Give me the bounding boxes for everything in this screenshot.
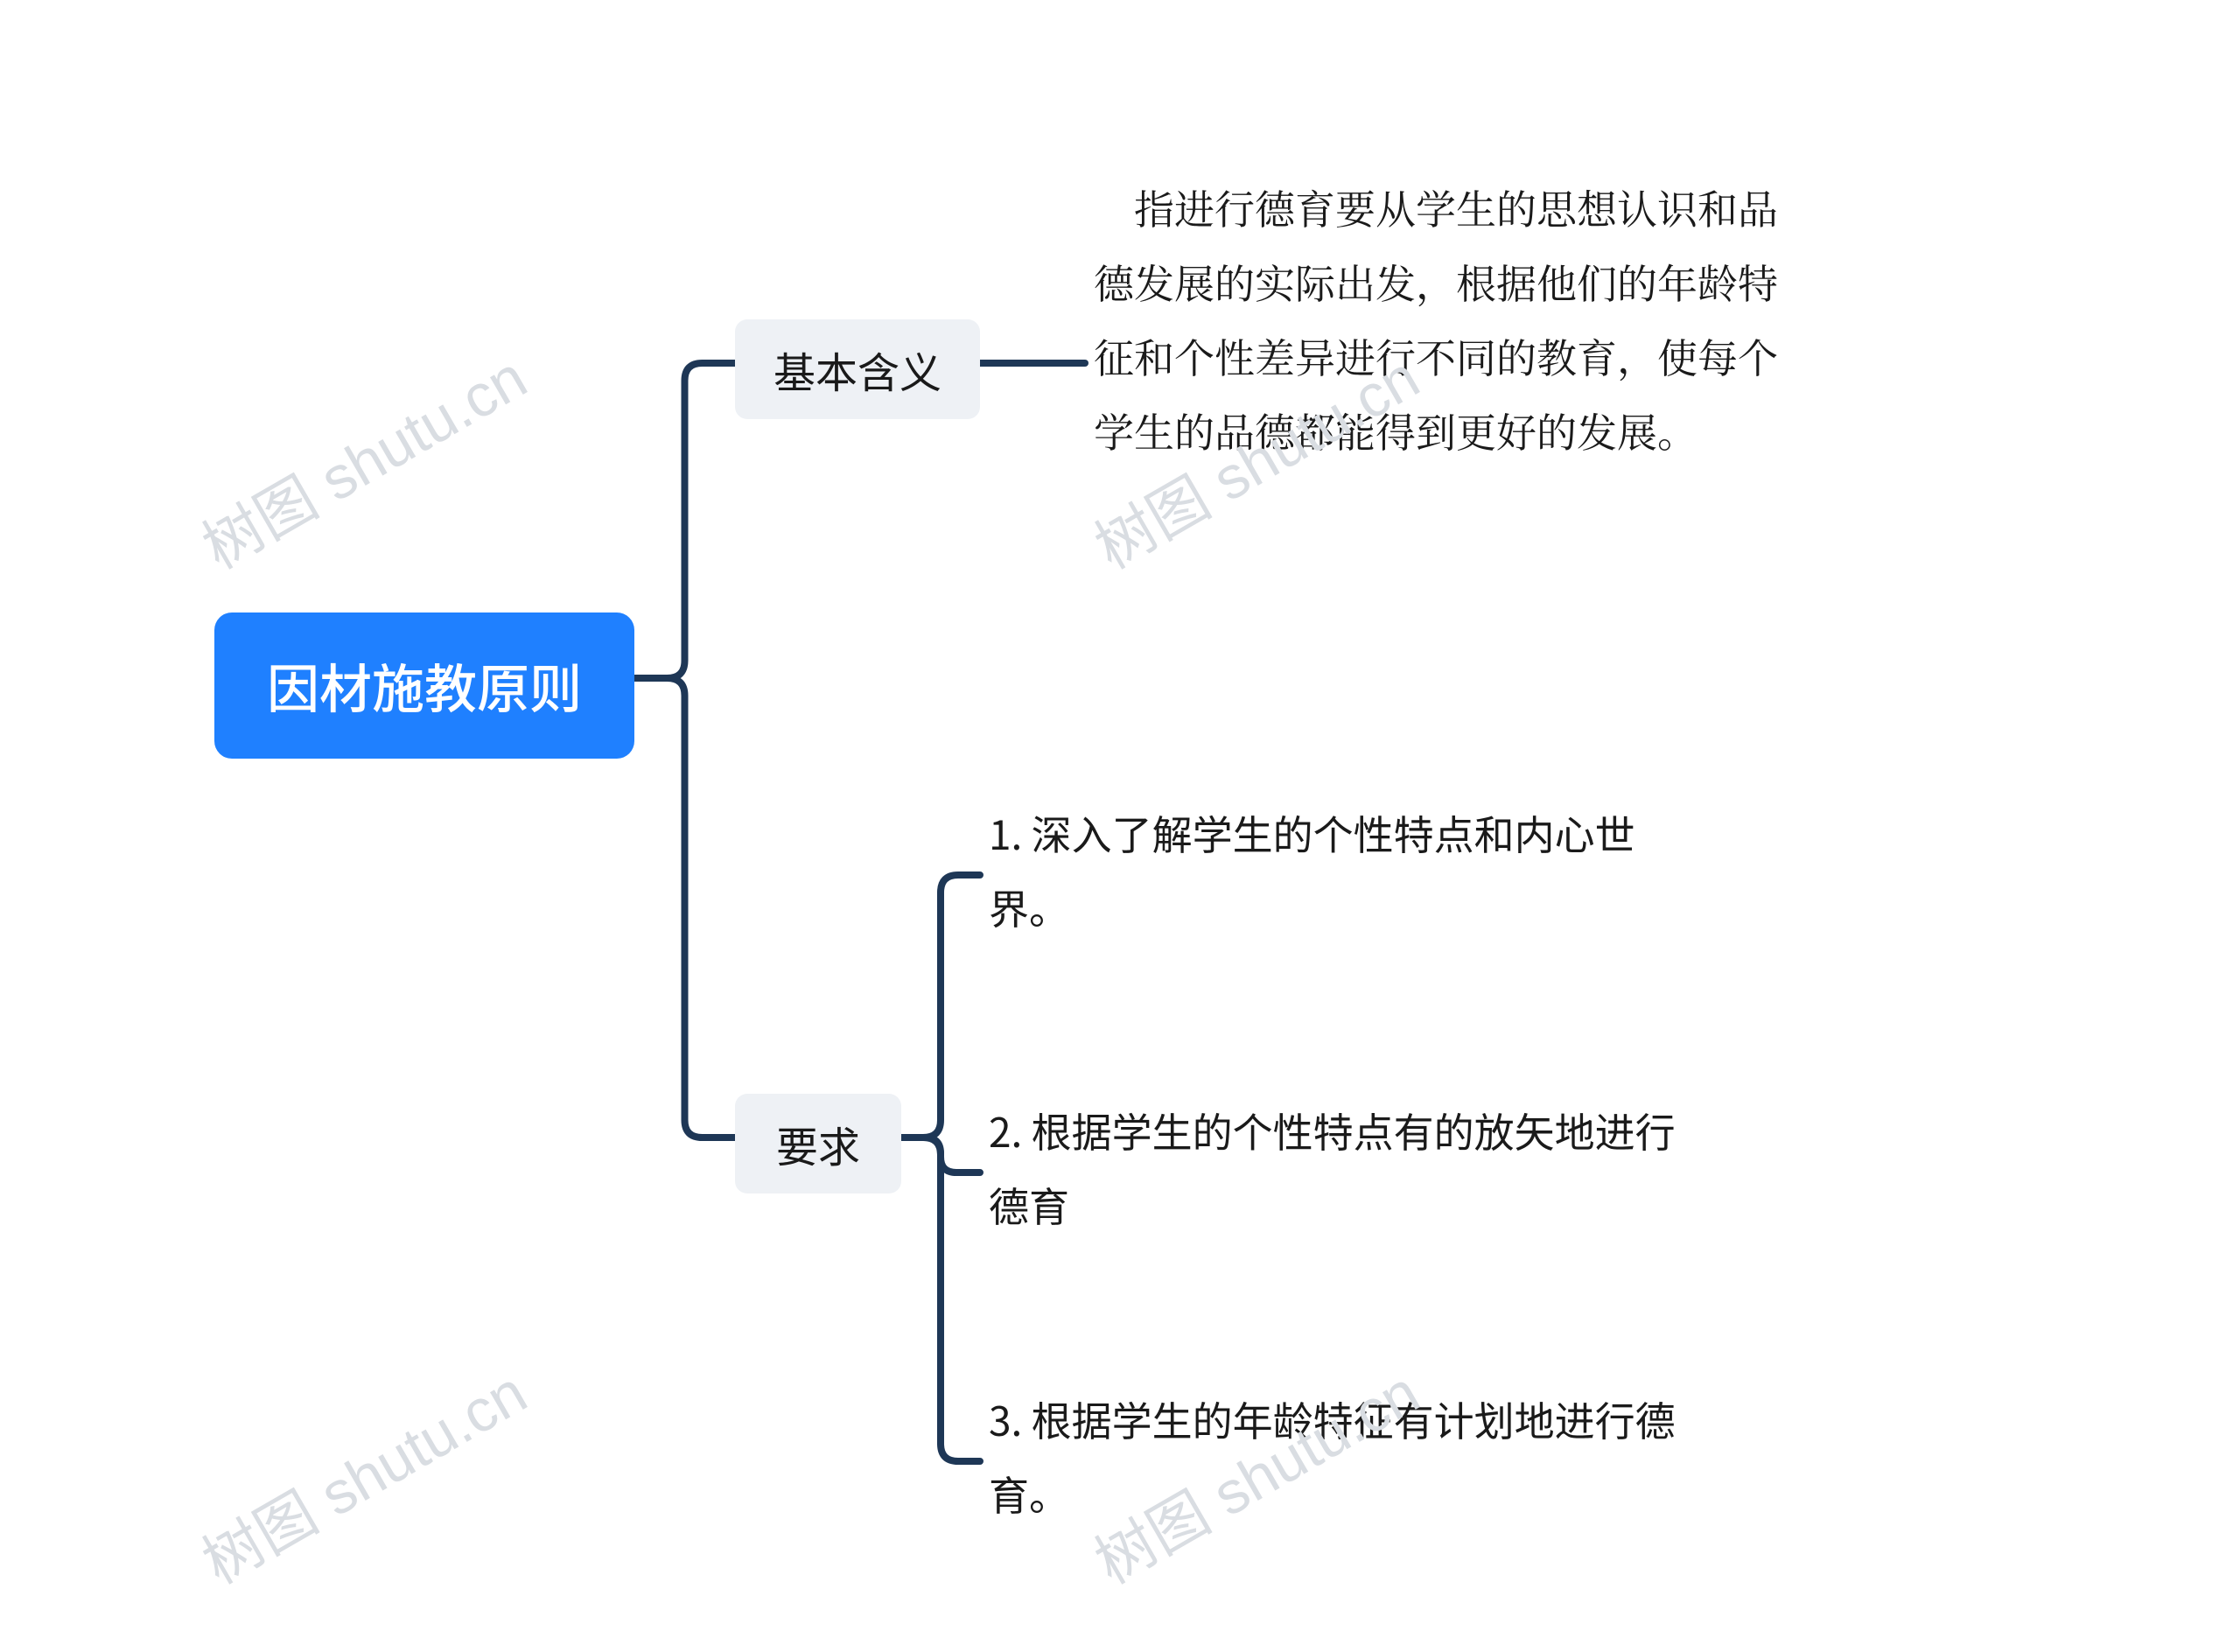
leaf-node-requirement-1: 1. 深入了解学生的个性特点和内心世界。 [989, 796, 1689, 945]
root-node[interactable]: 因材施教原则 [214, 612, 634, 759]
leaf-node-requirement-2: 2. 根据学生的个性特点有的放矢地进行德育 [989, 1094, 1689, 1242]
leaf-node-meaning-text: 指进行德育要从学生的思想认识和品德发展的实际出发，根据他们的年龄特征和个性差异进… [1094, 171, 1811, 468]
watermark: 树图 shutu.cn [185, 330, 540, 585]
branch-node-meaning[interactable]: 基本含义 [735, 319, 980, 419]
mindmap-canvas: 因材施教原则 基本含义 指进行德育要从学生的思想认识和品德发展的实际出发，根据他… [0, 0, 2240, 1652]
watermark: 树图 shutu.cn [185, 1345, 540, 1600]
branch-node-requirements[interactable]: 要求 [735, 1094, 901, 1194]
leaf-node-requirement-3: 3. 根据学生的年龄特征有计划地进行德育。 [989, 1382, 1689, 1531]
